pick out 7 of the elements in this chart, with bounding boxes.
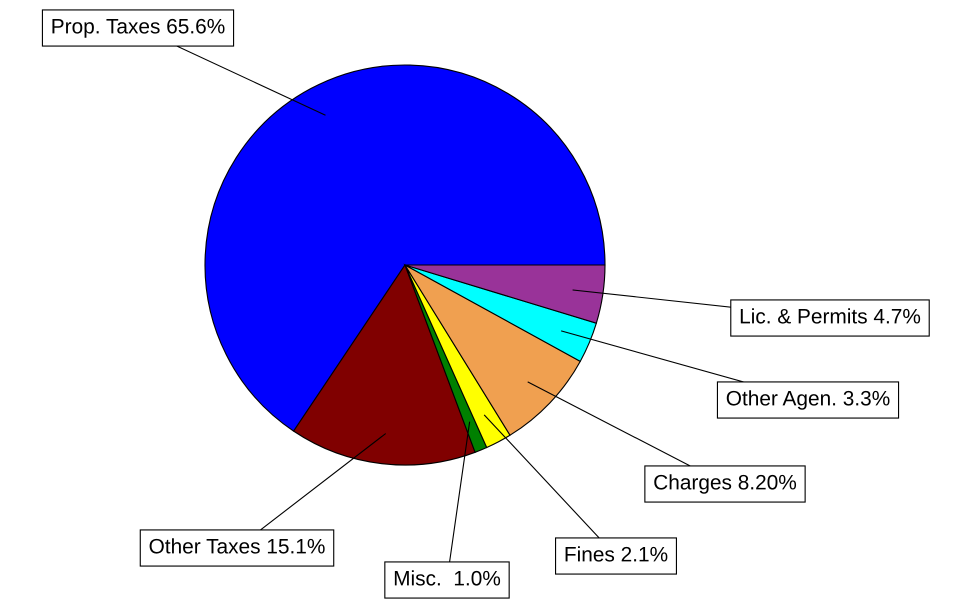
slice-label: Charges 8.20% — [654, 474, 796, 494]
slice-label: Lic. & Permits 4.7% — [740, 308, 920, 324]
slice-label: Other Taxes 15.1% — [150, 538, 325, 554]
slice-label: Other Agen. 3.3% — [726, 390, 890, 410]
slice-label: Prop. Taxes 65.6% — [52, 18, 225, 38]
slice-label: Misc. 1.0% — [394, 570, 500, 586]
slice-label: Fines 2.1% — [566, 546, 668, 562]
